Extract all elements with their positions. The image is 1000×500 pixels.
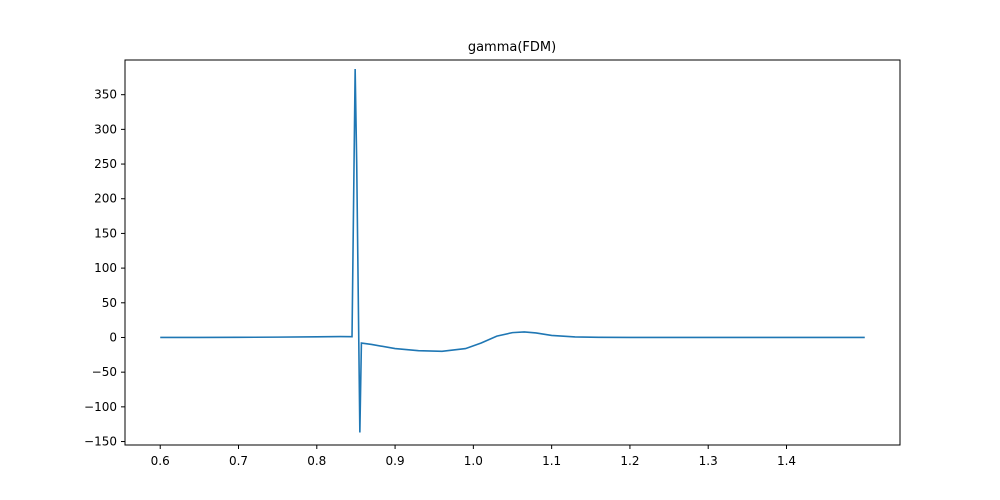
y-tick-label: 100 (94, 261, 117, 275)
y-tick-label: −150 (84, 435, 117, 449)
x-tick-label: 1.0 (464, 454, 483, 468)
y-tick-label: 150 (94, 226, 117, 240)
chart-title: gamma(FDM) (468, 40, 556, 55)
y-tick-label: 0 (109, 330, 117, 344)
x-tick-label: 0.8 (307, 454, 326, 468)
y-tick-label: 250 (94, 157, 117, 171)
x-axis: 0.6 0.7 0.8 0.9 1.0 1.1 1.2 1.3 1.4 (151, 445, 796, 468)
y-tick-label: 50 (102, 296, 117, 310)
y-tick-label: 350 (94, 88, 117, 102)
series-line-gamma (160, 69, 865, 433)
x-tick-label: 1.2 (620, 454, 639, 468)
y-tick-label: 200 (94, 192, 117, 206)
x-tick-label: 0.9 (386, 454, 405, 468)
y-tick-label: 300 (94, 122, 117, 136)
plot-area-frame (124, 59, 901, 446)
x-tick-label: 1.4 (777, 454, 796, 468)
y-tick-label: −100 (84, 400, 117, 414)
x-tick-label: 1.3 (699, 454, 718, 468)
x-tick-label: 0.6 (151, 454, 170, 468)
x-tick-label: 0.7 (229, 454, 248, 468)
x-tick-label: 1.1 (542, 454, 561, 468)
y-tick-label: −50 (92, 365, 117, 379)
y-axis: −150 −100 −50 0 50 100 150 200 250 300 350 (84, 88, 125, 449)
